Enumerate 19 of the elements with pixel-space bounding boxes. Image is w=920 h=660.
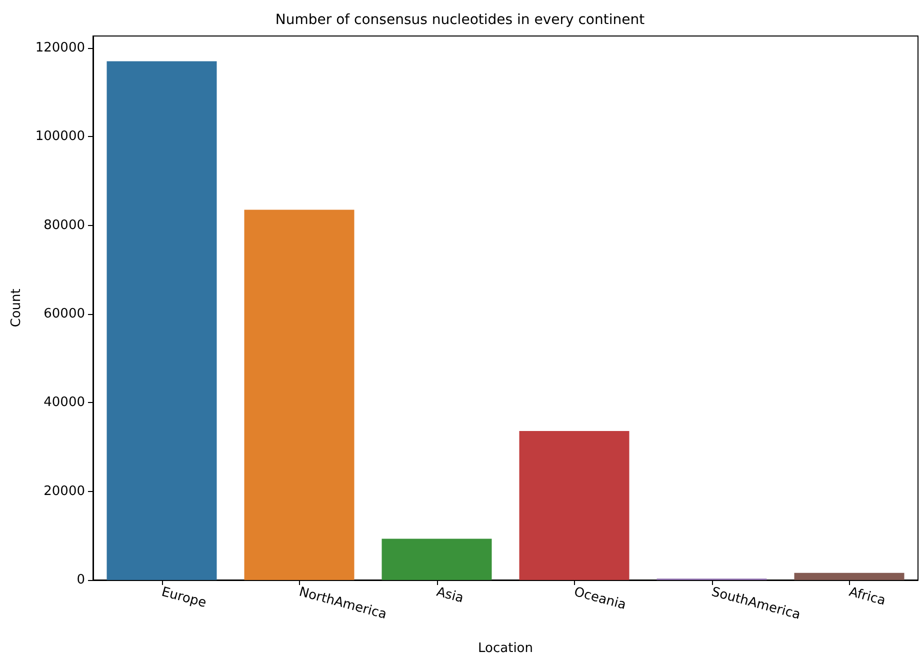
bar <box>244 210 354 580</box>
y-axis-title: Count <box>9 288 24 328</box>
bar <box>794 572 904 580</box>
chart-title: Number of consensus nucleotides in every continent <box>275 12 646 28</box>
bar <box>519 431 630 580</box>
x-tick-label: Africa <box>847 584 888 609</box>
bar <box>382 538 492 580</box>
y-tick-label: 20000 <box>44 484 85 499</box>
y-tick-label: 100000 <box>35 129 85 144</box>
x-axis-title: Location <box>478 641 533 656</box>
y-tick-label: 80000 <box>44 218 85 233</box>
x-tick-label: Oceania <box>572 584 628 614</box>
bar <box>106 61 217 580</box>
y-tick-label: 120000 <box>35 40 85 56</box>
x-tick-label: Asia <box>434 584 466 606</box>
y-tick-label: 40000 <box>44 395 85 410</box>
x-tick-label: Europe <box>160 584 208 612</box>
y-tick-label: 0 <box>76 572 85 588</box>
y-tick-label: 60000 <box>44 306 85 322</box>
